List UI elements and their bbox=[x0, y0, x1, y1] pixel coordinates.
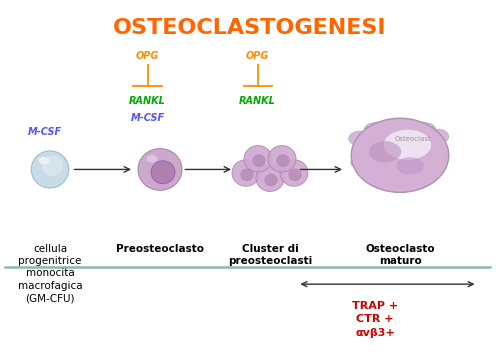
Ellipse shape bbox=[288, 168, 302, 181]
Ellipse shape bbox=[151, 161, 175, 184]
Text: RANKL: RANKL bbox=[239, 96, 276, 106]
Ellipse shape bbox=[240, 168, 254, 181]
Text: OPG: OPG bbox=[136, 52, 159, 61]
Ellipse shape bbox=[396, 157, 424, 175]
Ellipse shape bbox=[350, 158, 370, 168]
Ellipse shape bbox=[280, 160, 308, 186]
Ellipse shape bbox=[244, 145, 272, 172]
Ellipse shape bbox=[380, 119, 402, 134]
Ellipse shape bbox=[42, 156, 63, 176]
Ellipse shape bbox=[398, 119, 420, 134]
Ellipse shape bbox=[426, 129, 449, 144]
Ellipse shape bbox=[264, 174, 278, 186]
Ellipse shape bbox=[384, 130, 432, 160]
Ellipse shape bbox=[398, 172, 417, 183]
Text: Preosteoclasto: Preosteoclasto bbox=[116, 244, 204, 253]
Ellipse shape bbox=[252, 154, 266, 167]
Ellipse shape bbox=[369, 141, 401, 162]
Ellipse shape bbox=[428, 161, 446, 172]
Text: M-CSF: M-CSF bbox=[28, 127, 62, 137]
Ellipse shape bbox=[232, 160, 260, 186]
Text: Osteoclast: Osteoclast bbox=[394, 137, 431, 142]
Ellipse shape bbox=[268, 145, 296, 172]
Text: TRAP +
CTR +
αvβ3+: TRAP + CTR + αvβ3+ bbox=[352, 301, 398, 338]
Ellipse shape bbox=[351, 118, 449, 192]
Ellipse shape bbox=[358, 164, 377, 175]
Text: M-CSF: M-CSF bbox=[130, 113, 164, 123]
Ellipse shape bbox=[276, 154, 289, 167]
Text: RANKL: RANKL bbox=[129, 96, 166, 106]
Ellipse shape bbox=[138, 149, 182, 190]
Text: Osteoclasto
maturo: Osteoclasto maturo bbox=[365, 244, 435, 266]
Ellipse shape bbox=[38, 157, 50, 164]
Ellipse shape bbox=[146, 155, 158, 163]
Ellipse shape bbox=[418, 167, 437, 178]
Ellipse shape bbox=[414, 122, 436, 137]
Ellipse shape bbox=[256, 165, 284, 192]
Ellipse shape bbox=[348, 131, 371, 146]
Text: OSTEOCLASTOGENESI: OSTEOCLASTOGENESI bbox=[113, 18, 387, 38]
Ellipse shape bbox=[31, 151, 69, 188]
Text: cellula
progenitrice
monocita
macrofagica
(GM-CFU): cellula progenitrice monocita macrofagic… bbox=[18, 244, 82, 303]
Ellipse shape bbox=[364, 122, 387, 137]
Text: Cluster di
preosteoclasti: Cluster di preosteoclasti bbox=[228, 244, 312, 266]
Text: OPG: OPG bbox=[246, 52, 269, 61]
Ellipse shape bbox=[376, 171, 395, 182]
